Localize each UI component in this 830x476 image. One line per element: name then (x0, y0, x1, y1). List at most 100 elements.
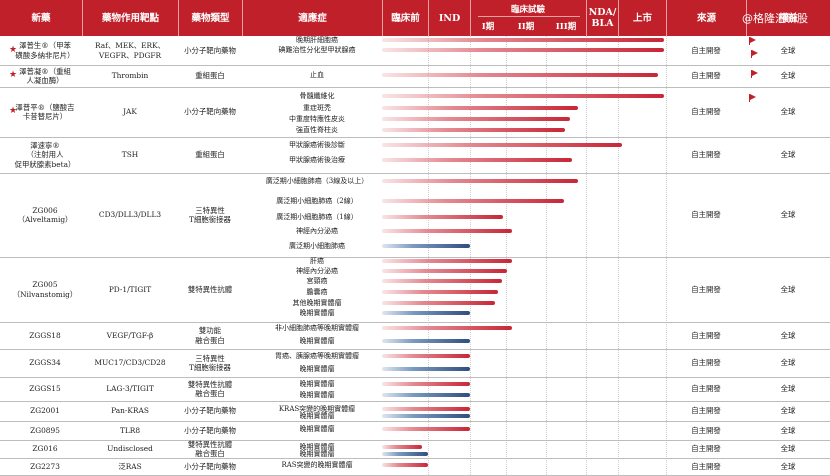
drug-rights: 全球 (780, 384, 796, 394)
header-ind: IND (428, 0, 470, 36)
indication-label: 肝癌 (310, 257, 324, 265)
drug-target: MUC17/CD3/CD28 (94, 358, 166, 368)
indication-label: 神經內分泌癌 (296, 227, 338, 235)
drug-name: 澤速寧® （注射用人 促甲狀腺素beta） (14, 140, 76, 169)
drug-type: 小分子靶向藥物 (184, 425, 236, 435)
progress-bar (382, 393, 470, 397)
progress-bar (382, 38, 664, 42)
progress-bar (382, 199, 564, 203)
drug-name: ZGGS34 (29, 358, 61, 368)
header-clinical-block (470, 0, 587, 36)
indication-label: 止血 (310, 71, 324, 79)
drug-name: ZG2273 (30, 461, 60, 471)
drug-name: ZG0895 (30, 425, 60, 435)
drug-rights: 全球 (780, 45, 796, 55)
progress-bar (382, 94, 664, 98)
progress-bar (382, 279, 502, 283)
row-divider (0, 87, 830, 88)
drug-type: 小分子靶向藥物 (184, 107, 236, 117)
drug-type: 雙特異性抗體 (187, 284, 233, 294)
drug-source: 自主開發 (691, 384, 721, 394)
progress-bar (382, 354, 470, 358)
progress-bar (382, 244, 470, 248)
drug-rights: 全球 (780, 425, 796, 435)
header-nda: NDA/ BLA (586, 0, 618, 36)
indication-label: 晚期實體瘤 (299, 443, 335, 451)
indication-label: 晚期實體瘤 (299, 309, 335, 317)
header-rights: 權益 (746, 0, 830, 36)
row-divider (0, 173, 830, 174)
progress-bar (382, 407, 470, 411)
progress-bar (382, 215, 503, 219)
indication-label: 晚期實體瘤 (299, 412, 335, 420)
drug-source: 自主開發 (691, 461, 721, 471)
drug-source: 自主開發 (691, 45, 721, 55)
progress-bar (382, 106, 578, 110)
drug-type: 重組蛋白 (195, 71, 225, 81)
drug-rights: 全球 (780, 358, 796, 368)
row-divider (0, 65, 830, 66)
star-icon: ★ (9, 70, 18, 80)
drug-target: Raf、MEK、ERK、 VEGFR、PDGFR (94, 41, 165, 60)
header-phase3: III期 (555, 22, 577, 32)
indication-label: 甲狀腺癌術後診斷 (289, 141, 345, 149)
indication-label: 晚期肝細胞癌 (296, 36, 338, 44)
drug-type: 雙功能 融合蛋白 (195, 326, 225, 345)
progress-bar (382, 382, 470, 386)
indication-label: 廣泛期小細胞肺癌（1線） (276, 213, 358, 221)
drug-source: 自主開發 (691, 71, 721, 81)
progress-bar (382, 339, 470, 343)
progress-bar (382, 179, 578, 183)
header-preclinical: 臨床前 (382, 0, 428, 36)
indication-label: 廣泛期小細胞肺癌（3線及以上） (265, 177, 369, 185)
indication-label: 晚期實體瘤 (299, 337, 335, 345)
drug-name: 澤普凝®（重組 人凝血酶） (19, 66, 71, 86)
progress-bar (382, 326, 512, 330)
row-divider (0, 401, 830, 402)
drug-source: 自主開發 (691, 284, 721, 294)
header-indication: 適應症 (242, 0, 382, 36)
drug-target: Undisclosed (107, 444, 153, 454)
header-type: 藥物類型 (178, 0, 242, 36)
header-source: 來源 (666, 0, 746, 36)
header-drug: 新藥 (0, 0, 82, 36)
progress-bar (382, 414, 470, 418)
header-target: 藥物作用靶點 (82, 0, 178, 36)
indication-label: 強直性脊柱炎 (296, 126, 338, 134)
drug-type: 小分子靶向藥物 (184, 406, 236, 416)
progress-bar (382, 463, 428, 467)
progress-bar (382, 445, 422, 449)
star-icon: ★ (9, 44, 18, 55)
drug-target: PD-1/TIGIT (108, 284, 152, 294)
drug-target: CD3/DLL3/DLL3 (98, 210, 162, 220)
drug-rights: 全球 (780, 210, 796, 220)
drug-source: 自主開發 (691, 444, 721, 454)
drug-type: 雙特異性抗體 融合蛋白 (187, 379, 233, 399)
indication-label: 晚期實體瘤 (299, 365, 335, 373)
progress-bar (382, 427, 470, 431)
indication-label: 晚期實體瘤 (299, 380, 335, 388)
header-nda-label: NDA/ BLA (588, 7, 617, 29)
drug-rights: 全球 (780, 461, 796, 471)
indication-label: RAS突變的晚期實體瘤 (281, 461, 353, 469)
row-divider (0, 322, 830, 323)
drug-name: ZG016 (32, 444, 58, 454)
row-divider (0, 440, 830, 441)
drug-rights: 全球 (780, 330, 796, 340)
progress-bar (382, 117, 570, 121)
progress-bar (382, 452, 428, 456)
indication-label: 骨髓纖維化 (299, 92, 335, 100)
header-phase1: I期 (481, 22, 495, 32)
drug-source: 自主開發 (691, 406, 721, 416)
drug-target: LAG-3/TIGIT (106, 384, 154, 394)
drug-rights: 全球 (780, 406, 796, 416)
drug-rights: 全球 (780, 444, 796, 454)
drug-type: 重組蛋白 (195, 150, 225, 160)
indication-label: 中重度特應性皮炎 (289, 115, 345, 123)
indication-label: 其他晚期實體瘤 (292, 299, 342, 307)
drug-source: 自主開發 (691, 358, 721, 368)
indication-label: 晚期實體瘤 (299, 425, 335, 433)
drug-name: ZG005 （Nilvanstomig） (12, 280, 78, 299)
progress-bar (382, 259, 512, 263)
row-divider (0, 421, 830, 422)
